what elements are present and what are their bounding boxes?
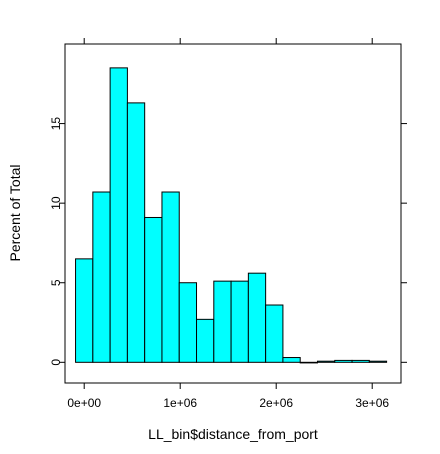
- y-tick-label: 0: [49, 359, 63, 366]
- histogram-bar: [75, 258, 94, 363]
- histogram-bar: [299, 361, 318, 364]
- x-tick-label: 1e+06: [163, 396, 197, 410]
- x-axis-label: LL_bin$distance_from_port: [148, 426, 318, 442]
- y-axis-label: Percent of Total: [7, 164, 23, 261]
- histogram-bar: [247, 272, 267, 363]
- x-tick-label: 2e+06: [259, 396, 293, 410]
- bars-group: [75, 67, 388, 364]
- y-tick-label: 15: [49, 117, 63, 131]
- histogram-bar: [316, 360, 336, 363]
- histogram-bar: [230, 280, 249, 363]
- histogram-bar: [351, 359, 370, 363]
- y-axis-ticks: 0 5 10 15: [49, 117, 407, 366]
- histogram-bar: [144, 216, 163, 363]
- histogram-bar: [126, 102, 146, 363]
- y-tick-label: 5: [49, 279, 63, 286]
- histogram-bar: [178, 282, 198, 363]
- histogram-bar: [92, 191, 111, 363]
- x-tick-label: 3e+06: [355, 396, 389, 410]
- x-tick-label: 0e+00: [67, 396, 101, 410]
- histogram-bar: [334, 359, 353, 363]
- y-tick-label: 10: [49, 196, 63, 210]
- histogram-bar: [109, 67, 128, 363]
- plot-frame: [64, 43, 402, 384]
- histogram-bar: [282, 357, 301, 363]
- histogram-bar: [368, 360, 388, 363]
- histogram-bar: [265, 304, 284, 363]
- x-axis-ticks: 0e+00 1e+06 2e+06 3e+06: [67, 38, 389, 410]
- histogram-bar: [196, 318, 215, 363]
- histogram-bar: [213, 280, 232, 363]
- histogram-bar: [161, 191, 180, 363]
